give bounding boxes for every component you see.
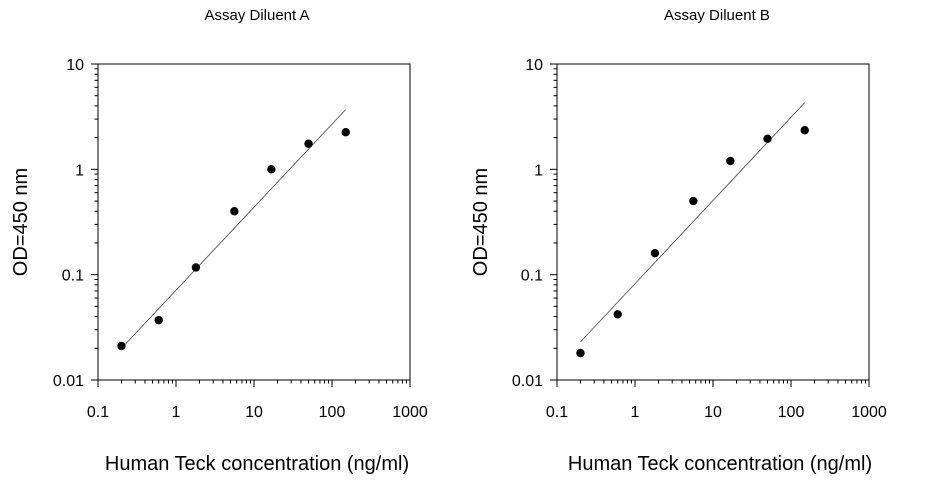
y-tick-label: 0.01 xyxy=(512,373,543,390)
x-tick-label: 10 xyxy=(704,404,722,421)
y-tick-label: 1 xyxy=(534,162,543,179)
x-axis-label: Human Teck concentration (ng/ml) xyxy=(568,453,872,475)
x-tick-label: 1 xyxy=(172,404,181,421)
data-point xyxy=(800,126,809,135)
fit-line xyxy=(121,109,347,349)
y-tick-label: 10 xyxy=(66,57,84,74)
x-tick-label: 0.1 xyxy=(87,404,109,421)
data-point xyxy=(191,263,201,272)
x-axis-label: Human Teck concentration (ng/ml) xyxy=(105,453,409,475)
data-point xyxy=(154,315,163,325)
y-tick-label: 1 xyxy=(75,162,84,179)
x-tick-label: 100 xyxy=(319,404,346,421)
data-point xyxy=(613,310,622,319)
data-point xyxy=(304,139,313,148)
y-axis-label: OD=450 nm xyxy=(470,168,492,276)
y-tick-label: 0.01 xyxy=(53,373,84,390)
y-tick-label: 0.1 xyxy=(62,268,84,285)
data-point xyxy=(726,156,735,166)
y-axis-label: OD=450 nm xyxy=(10,168,32,276)
x-tick-label: 1000 xyxy=(392,404,428,421)
data-point xyxy=(117,341,126,351)
data-point xyxy=(576,348,585,358)
plot-frame xyxy=(97,63,411,381)
chart-title: Assay Diluent B xyxy=(664,7,770,24)
data-point xyxy=(689,196,698,206)
chart-title: Assay Diluent A xyxy=(204,7,309,24)
x-tick-label: 10 xyxy=(245,404,263,421)
x-tick-label: 0.1 xyxy=(546,404,568,421)
y-tick-label: 0.1 xyxy=(521,268,543,285)
chart-panel-0: Assay Diluent A0.1 1 10 100 10000.010.1110OD… xyxy=(10,7,428,475)
data-point xyxy=(267,165,276,174)
data-point xyxy=(650,248,660,258)
plot-frame xyxy=(556,63,870,381)
data-point xyxy=(763,134,772,143)
chart-panel-1: Assay Diluent B0.1 1 10 100 10000.010.1110OD… xyxy=(470,7,887,475)
x-tick-label: 1000 xyxy=(851,404,887,421)
x-tick-label: 1 xyxy=(631,404,640,421)
data-point xyxy=(230,207,239,216)
data-point xyxy=(341,128,350,137)
y-tick-label: 10 xyxy=(525,57,543,74)
x-tick-label: 100 xyxy=(778,404,805,421)
